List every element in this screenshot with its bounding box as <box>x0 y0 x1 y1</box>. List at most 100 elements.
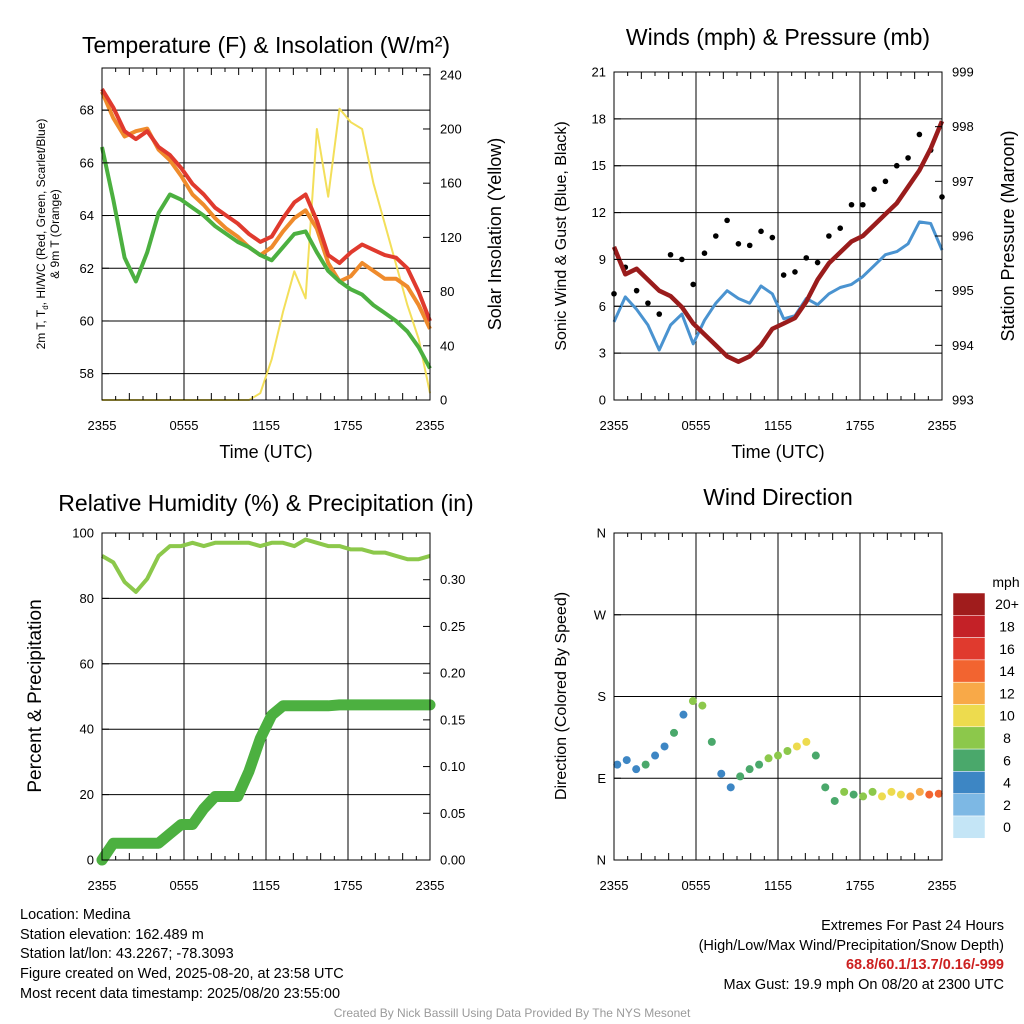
y-tick-label-right: 998 <box>952 119 974 134</box>
x-tick-label: 2355 <box>600 418 629 433</box>
gust-point <box>803 255 810 261</box>
station-elevation: Station elevation: 162.489 m <box>20 926 204 943</box>
direction-point <box>670 728 679 737</box>
y-tick-label-left: W <box>594 607 607 622</box>
winds-lines <box>611 120 945 364</box>
gust-point <box>769 234 776 241</box>
extremes-values: 68.8/60.1/13.7/0.16/-999 <box>845 957 1004 974</box>
direction-point <box>698 701 707 710</box>
gust-point <box>905 155 911 161</box>
y-tick-label-left: 60 <box>80 656 94 671</box>
dewpoint-line <box>100 146 432 370</box>
y-tick-label-right: 0.05 <box>440 806 465 821</box>
gust-point <box>814 259 821 266</box>
y-tick-label-right: 0.10 <box>440 759 465 774</box>
y-tick-label-right: 997 <box>952 174 974 189</box>
direction-point <box>736 772 745 781</box>
y-tick-label-right: 0.00 <box>440 853 465 868</box>
figure-created: Figure created on Wed, 2025-08-20, at 23… <box>20 966 344 983</box>
direction-point <box>925 790 934 799</box>
x-tick-label: 1155 <box>252 878 280 893</box>
gust-point <box>882 178 889 185</box>
y-tick-label-right: 993 <box>952 393 974 408</box>
gust-point <box>712 233 719 239</box>
direction-point <box>726 783 735 792</box>
direction-point <box>632 765 641 774</box>
y-tick-label-left: N <box>597 526 606 541</box>
direction-point <box>764 754 773 763</box>
y-tick-label-right: 0.20 <box>440 666 465 681</box>
y-tick-label-left: 80 <box>80 591 94 606</box>
max-gust: Max Gust: 19.9 mph On 08/20 at 2300 UTC <box>723 977 1004 994</box>
sonic-wind-line <box>612 220 944 352</box>
y-tick-label-right: 120 <box>440 230 462 245</box>
y-tick-label-left: 18 <box>592 111 606 126</box>
y-tick-label-left: 68 <box>80 103 94 118</box>
direction-point <box>849 790 858 799</box>
humidity-ylabel-left: Percent & Precipitation <box>25 599 46 792</box>
colorbar-swatch <box>952 793 986 817</box>
y-tick-label-right: 994 <box>952 338 974 353</box>
colorbar-swatch <box>952 726 986 750</box>
y-tick-label-left: 9 <box>599 252 606 267</box>
gust-point <box>826 233 832 239</box>
extremes-subtitle: (High/Low/Max Wind/Precipitation/Snow De… <box>698 937 1004 954</box>
colorbar-label: 14 <box>999 663 1015 679</box>
x-tick-label: 2355 <box>416 418 445 433</box>
y-tick-label-right: 0.15 <box>440 712 465 727</box>
gust-point <box>758 228 764 235</box>
y-tick-label-left: 64 <box>80 208 94 223</box>
humidity-panel: Relative Humidity (%) & Precipitation (i… <box>25 490 474 893</box>
temperature-xlabel: Time (UTC) <box>219 442 312 462</box>
temperature-line <box>100 88 432 322</box>
direction-point <box>755 760 764 769</box>
y-tick-label-right: 40 <box>440 338 454 353</box>
temperature-ylabel-part2: , HI/WC (Red, Green, Scarlet/Blue) <box>34 119 48 306</box>
x-tick-label: 1755 <box>846 418 875 433</box>
x-tick-label: 1155 <box>764 878 792 893</box>
humidity-grid <box>102 533 430 860</box>
gust-point <box>746 242 753 249</box>
direction-panel: Wind Direction 2355 0555 1155 1755 2355 N E S W N… <box>553 484 1020 893</box>
gust-point <box>860 201 866 208</box>
precipitation-line <box>96 699 436 866</box>
colorbar-swatch <box>952 748 986 772</box>
direction-point <box>821 783 830 792</box>
direction-point <box>906 792 915 801</box>
gust-point <box>735 241 742 247</box>
y-tick-label-right: 200 <box>440 121 462 136</box>
y-tick-label-left: N <box>597 853 606 868</box>
gust-point <box>916 131 923 138</box>
temperature-ylabel-part1: 2m T, T <box>34 309 48 349</box>
humidity-line <box>101 537 431 594</box>
gust-point <box>633 287 640 294</box>
colorbar-label: 20+ <box>995 596 1019 612</box>
x-tick-label: 0555 <box>682 878 711 893</box>
direction-grid <box>614 533 942 860</box>
y-tick-label-left: 60 <box>80 313 94 328</box>
colorbar-swatch <box>952 681 986 705</box>
direction-title: Wind Direction <box>703 484 853 510</box>
winds-ylabel-right: Station Pressure (Maroon) <box>998 130 1018 341</box>
direction-point <box>660 742 669 751</box>
x-tick-label: 2355 <box>600 878 629 893</box>
winds-grid <box>614 72 942 400</box>
direction-point <box>651 751 660 760</box>
y-tick-label-left: 15 <box>592 158 606 173</box>
y-tick-label-left: 40 <box>80 722 94 737</box>
direction-point <box>792 742 801 751</box>
colorbar-label: 6 <box>1003 752 1011 768</box>
x-tick-label: 0555 <box>682 418 711 433</box>
y-tick-label-left: 100 <box>72 526 94 541</box>
direction-point <box>688 697 697 706</box>
direction-ticks: 2355 0555 1155 1755 2355 N E S W N <box>594 526 957 894</box>
direction-point <box>840 787 849 796</box>
direction-point <box>877 792 886 801</box>
colorbar-label: 0 <box>1003 819 1011 835</box>
colorbar-swatch <box>952 771 986 794</box>
direction-point <box>783 747 792 755</box>
x-tick-label: 1755 <box>334 418 363 433</box>
x-tick-label: 1155 <box>764 418 792 433</box>
colorbar-title: mph <box>992 574 1019 590</box>
